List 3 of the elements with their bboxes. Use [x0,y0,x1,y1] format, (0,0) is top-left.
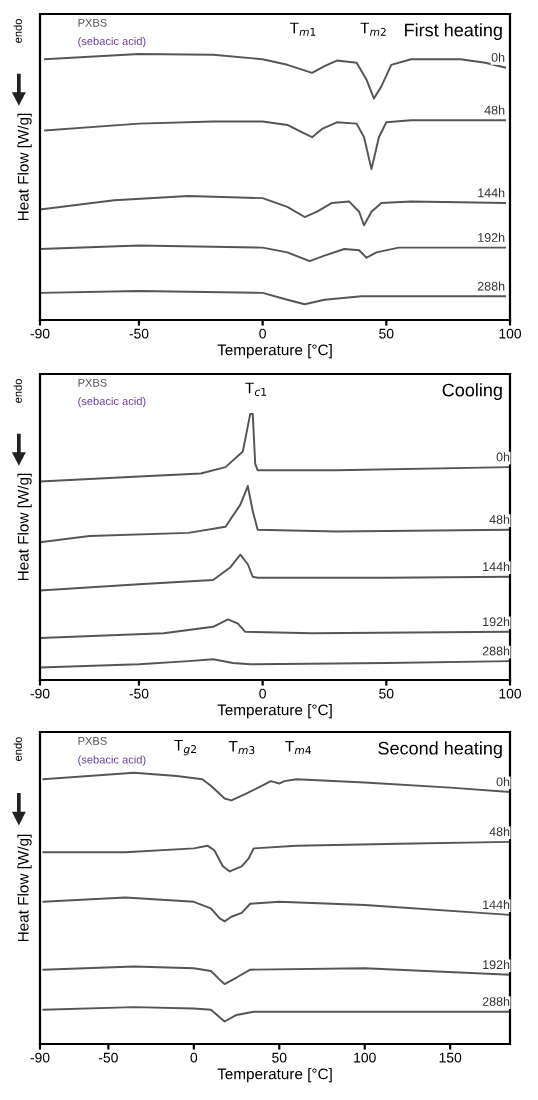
chart-title: First heating [405,23,502,41]
chart-title: Second heating [378,741,502,759]
chart-title: Cooling [442,383,502,401]
